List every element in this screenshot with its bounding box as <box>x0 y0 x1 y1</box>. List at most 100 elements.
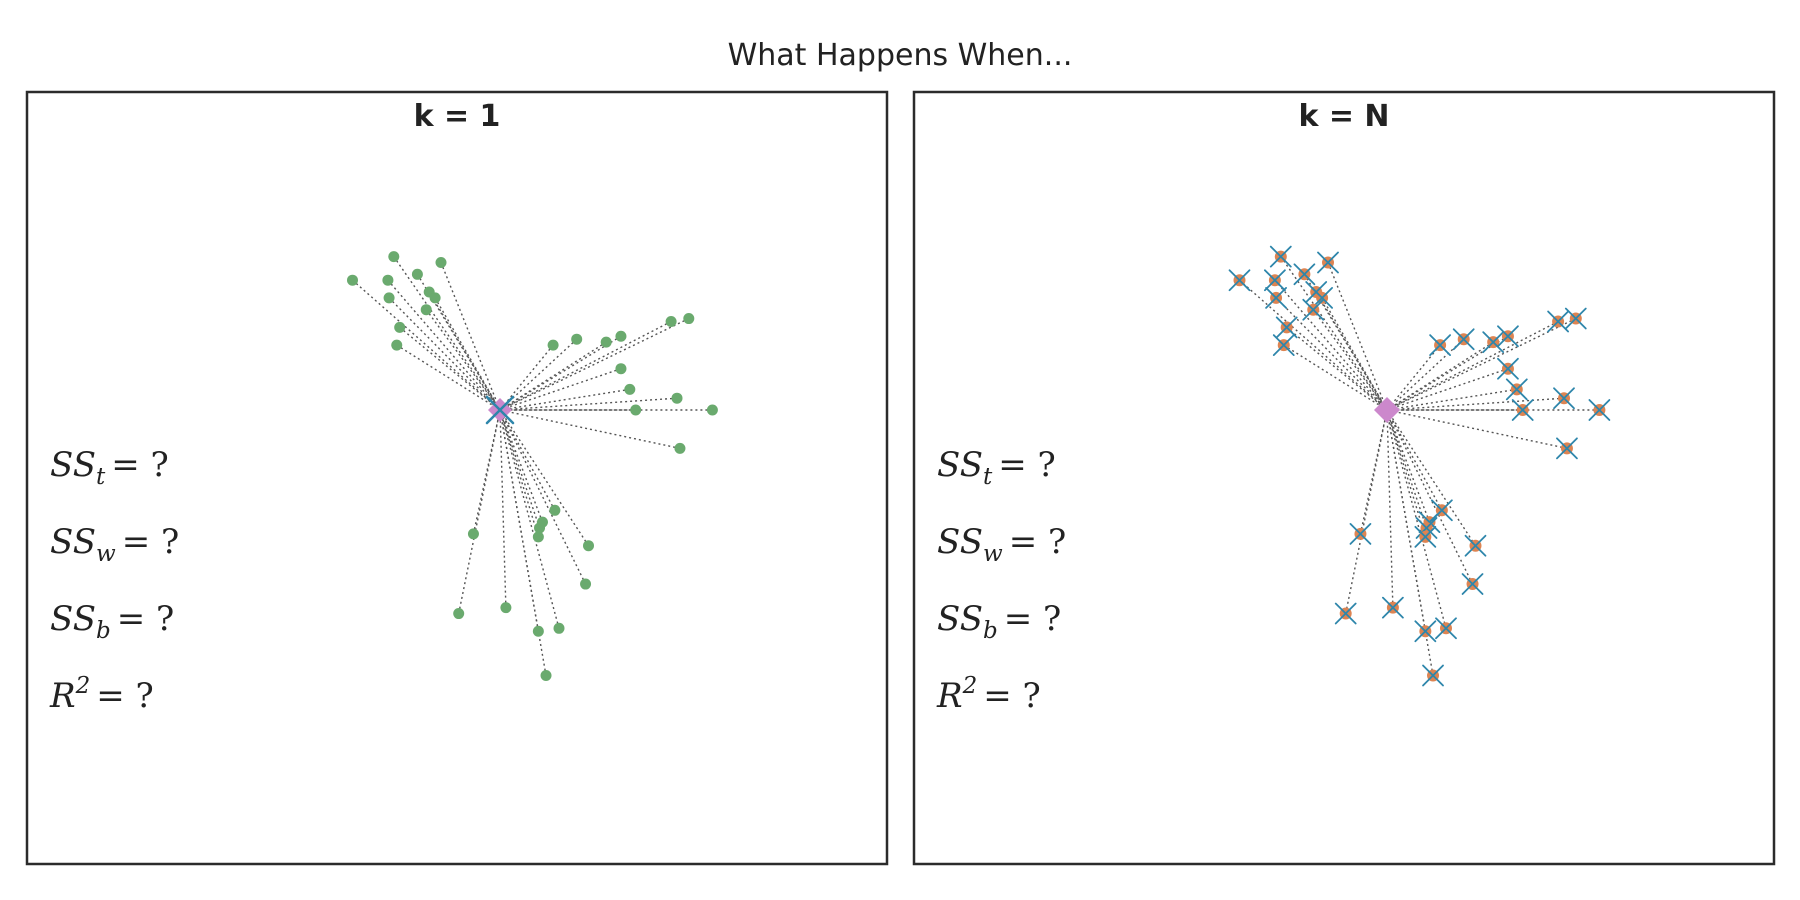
connector-line <box>425 309 501 411</box>
data-point <box>1429 334 1451 357</box>
connector-line <box>1386 368 1509 411</box>
data-points-k-1 <box>347 251 718 681</box>
connector-line <box>499 409 560 629</box>
data-point <box>1422 664 1444 687</box>
data-point <box>600 336 612 348</box>
data-point <box>683 313 695 325</box>
data-point <box>706 404 718 416</box>
point-centroid-cross <box>1430 499 1453 522</box>
data-point <box>1464 534 1487 557</box>
data-point <box>411 268 423 280</box>
data-point <box>624 383 636 395</box>
point-centroid-cross <box>1452 328 1475 351</box>
connector-line <box>1283 344 1388 411</box>
data-point <box>1311 286 1333 309</box>
formula-ssb: SSb = ? <box>937 599 1061 644</box>
data-point <box>1497 357 1519 380</box>
connector-line <box>499 388 630 411</box>
data-point <box>394 321 406 333</box>
data-point <box>1382 596 1404 619</box>
data-point <box>453 608 465 620</box>
connector-line <box>440 262 501 411</box>
connector-line <box>499 320 672 411</box>
panel-frame-k-1 <box>25 90 889 866</box>
data-point <box>553 622 565 634</box>
connector-line <box>499 368 622 411</box>
data-point <box>1452 328 1475 351</box>
data-point <box>1588 399 1611 421</box>
connector-line <box>1312 309 1388 411</box>
connector-line <box>1345 409 1388 614</box>
data-point <box>500 602 512 614</box>
data-point <box>1275 316 1298 339</box>
data-point <box>420 304 432 316</box>
connector-line <box>499 409 556 511</box>
connector-lines-k-1 <box>352 256 713 676</box>
connector-line <box>499 317 690 411</box>
data-point <box>1435 617 1457 640</box>
data-point <box>1564 307 1587 330</box>
grand-mean-marker <box>1374 397 1400 423</box>
formulas-k-1: SSt = ? SSw = ? SSb = ? R2 = ? <box>49 445 179 716</box>
figure-title: What Happens When... <box>727 38 1073 73</box>
point-centroid-cross <box>1553 387 1575 410</box>
data-point <box>1272 334 1295 357</box>
connector-line <box>499 397 678 411</box>
point-centroid-cross <box>1505 378 1528 401</box>
data-point <box>1264 269 1286 292</box>
point-centroid-cross <box>1547 310 1569 333</box>
connector-line <box>1275 297 1388 411</box>
connector-line <box>1386 397 1565 411</box>
connector-line <box>1386 335 1509 411</box>
panel-frame-k-n <box>912 90 1776 866</box>
point-centroid-cross <box>1272 334 1295 357</box>
point-centroid-cross <box>1269 245 1292 268</box>
data-point <box>1553 387 1575 410</box>
connector-line <box>1386 388 1517 411</box>
data-point <box>547 339 559 351</box>
connector-line <box>352 279 501 411</box>
data-point <box>615 330 627 342</box>
formula-ssb: SSb = ? <box>50 599 174 644</box>
connector-line <box>1386 409 1394 608</box>
data-point <box>1293 263 1316 286</box>
formula-r2: R2 = ? <box>936 673 1041 716</box>
data-point <box>1482 331 1505 354</box>
connector-line <box>1386 409 1474 585</box>
data-point <box>1505 378 1528 401</box>
connector-line <box>1386 409 1477 547</box>
connector-line <box>1386 409 1427 538</box>
data-point <box>1497 325 1519 348</box>
connector-line <box>458 409 501 614</box>
connector-line <box>499 335 622 411</box>
data-point <box>674 442 686 454</box>
connector-line <box>499 344 554 411</box>
data-point <box>630 404 642 416</box>
point-centroid-cross <box>1349 523 1372 545</box>
connector-line <box>1386 409 1568 450</box>
point-centroid-cross <box>1564 307 1587 330</box>
data-point <box>388 251 400 263</box>
data-point <box>665 316 677 327</box>
point-centroid-cross <box>1317 251 1339 274</box>
connector-line <box>388 297 501 411</box>
data-point <box>382 274 394 286</box>
point-centroid-cross <box>1302 298 1325 321</box>
data-point <box>1302 298 1325 321</box>
panel-title-k-1: k = 1 <box>414 99 501 134</box>
connector-line <box>1321 297 1388 411</box>
data-point <box>1265 286 1287 309</box>
point-centroid-cross <box>1414 525 1437 548</box>
point-centroid-cross <box>1497 325 1519 348</box>
connector-line <box>434 297 501 411</box>
connector-line <box>399 326 501 411</box>
data-point <box>534 522 546 534</box>
connector-line <box>1386 409 1443 511</box>
connector-line <box>393 256 501 411</box>
connector-line <box>387 279 501 411</box>
point-centroid-cross <box>1461 573 1484 595</box>
point-centroid-cross <box>1588 399 1611 421</box>
point-centroid-cross <box>1265 286 1287 309</box>
point-centroid-cross <box>1464 534 1487 557</box>
